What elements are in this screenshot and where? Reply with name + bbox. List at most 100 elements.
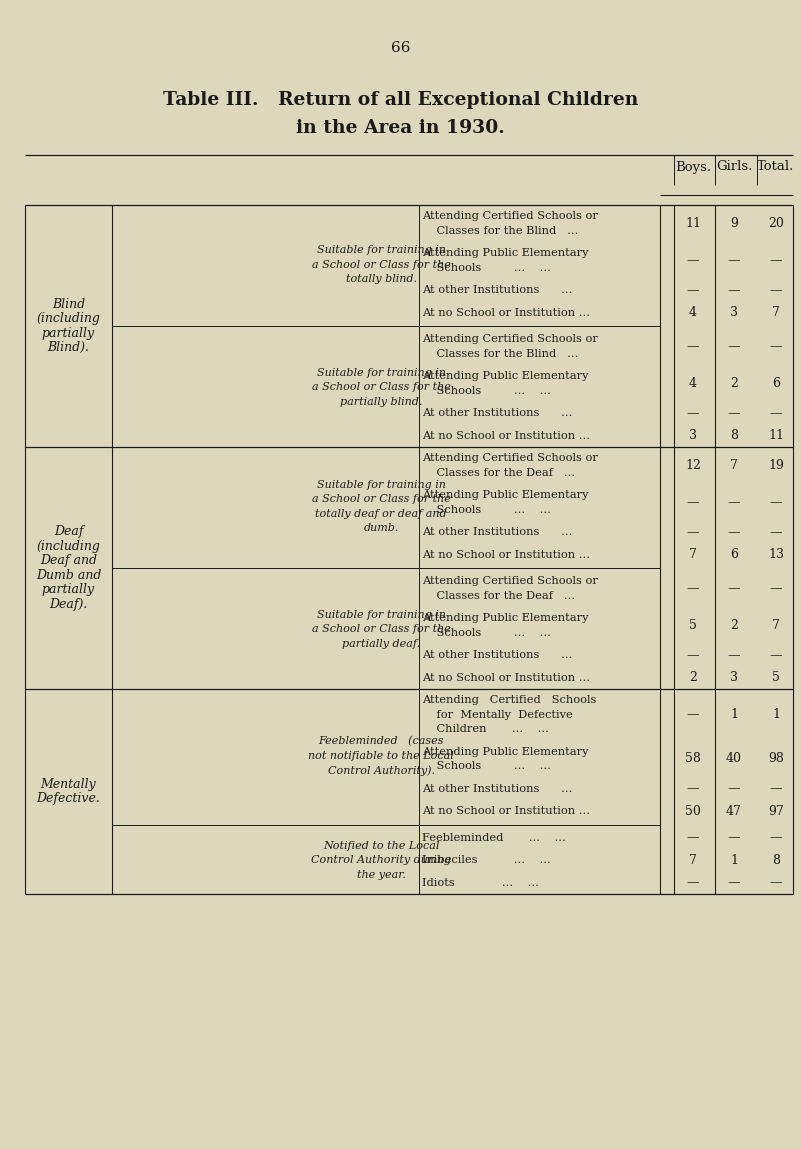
Text: Attending Certified Schools or: Attending Certified Schools or [422, 577, 598, 586]
Text: —: — [728, 831, 740, 845]
Text: 11: 11 [768, 430, 784, 442]
Text: 97: 97 [768, 804, 784, 818]
Text: 3: 3 [689, 430, 697, 442]
Text: 2: 2 [730, 377, 738, 390]
Text: Total.: Total. [757, 161, 795, 173]
Text: Suitable for training in: Suitable for training in [316, 480, 445, 489]
Text: —: — [728, 407, 740, 419]
Text: 8: 8 [772, 854, 780, 866]
Text: Attending Certified Schools or: Attending Certified Schools or [422, 334, 598, 345]
Text: Attending Public Elementary: Attending Public Elementary [422, 747, 589, 757]
Text: 7: 7 [730, 458, 738, 472]
Text: Suitable for training in: Suitable for training in [316, 245, 445, 255]
Text: Schools         ...    ...: Schools ... ... [422, 762, 551, 771]
Text: Attending Certified Schools or: Attending Certified Schools or [422, 453, 598, 463]
Text: At no School or Institution ...: At no School or Institution ... [422, 549, 590, 560]
Text: (including: (including [37, 540, 100, 553]
Text: At other Institutions      ...: At other Institutions ... [422, 650, 573, 661]
Text: 7: 7 [772, 307, 780, 319]
Text: —: — [728, 284, 740, 296]
Text: 47: 47 [726, 804, 742, 818]
Text: (including: (including [37, 313, 100, 325]
Text: Idiots             ...    ...: Idiots ... ... [422, 878, 539, 888]
Text: Mentally: Mentally [41, 778, 96, 791]
Text: Classes for the Deaf   ...: Classes for the Deaf ... [422, 591, 575, 601]
Text: Attending Public Elementary: Attending Public Elementary [422, 491, 589, 500]
Text: Deaf: Deaf [54, 525, 83, 538]
Text: —: — [770, 284, 783, 296]
Text: 12: 12 [685, 458, 701, 472]
Text: 3: 3 [730, 307, 738, 319]
Text: a School or Class for the: a School or Class for the [312, 260, 450, 270]
Text: Classes for the Deaf   ...: Classes for the Deaf ... [422, 468, 575, 478]
Text: —: — [686, 831, 699, 845]
Text: —: — [770, 496, 783, 509]
Text: 7: 7 [772, 619, 780, 632]
Text: Feebleminded   (cases: Feebleminded (cases [318, 737, 444, 747]
Text: 11: 11 [685, 217, 701, 230]
Text: 4: 4 [689, 377, 697, 390]
Text: partially: partially [42, 326, 95, 340]
Text: —: — [686, 708, 699, 722]
Text: Imbeciles          ...    ...: Imbeciles ... ... [422, 855, 551, 865]
Text: 7: 7 [689, 854, 697, 866]
Text: Schools         ...    ...: Schools ... ... [422, 627, 551, 638]
Text: —: — [686, 407, 699, 419]
Text: —: — [686, 782, 699, 795]
Text: in the Area in 1930.: in the Area in 1930. [296, 119, 505, 137]
Text: Suitable for training in: Suitable for training in [316, 368, 445, 378]
Text: —: — [728, 782, 740, 795]
Text: 6: 6 [730, 548, 738, 561]
Text: —: — [728, 254, 740, 267]
Text: 4: 4 [689, 307, 697, 319]
Text: Attending   Certified   Schools: Attending Certified Schools [422, 695, 597, 705]
Text: 1: 1 [730, 854, 738, 866]
Text: 5: 5 [772, 671, 780, 685]
Text: Attending Certified Schools or: Attending Certified Schools or [422, 211, 598, 222]
Text: At no School or Institution ...: At no School or Institution ... [422, 431, 590, 441]
Text: Defective.: Defective. [37, 793, 100, 805]
Text: At no School or Institution ...: At no School or Institution ... [422, 308, 590, 318]
Text: Control Authority).: Control Authority). [328, 765, 434, 776]
Text: 6: 6 [772, 377, 780, 390]
Text: totally blind.: totally blind. [345, 273, 417, 284]
Text: Table III.   Return of all Exceptional Children: Table III. Return of all Exceptional Chi… [163, 91, 638, 109]
Text: —: — [686, 526, 699, 539]
Text: totally deaf or deaf and: totally deaf or deaf and [315, 509, 447, 518]
Text: 2: 2 [689, 671, 697, 685]
Text: 9: 9 [730, 217, 738, 230]
Text: Schools         ...    ...: Schools ... ... [422, 386, 551, 395]
Text: —: — [728, 526, 740, 539]
Text: —: — [728, 877, 740, 889]
Text: partially blind.: partially blind. [340, 398, 422, 407]
Text: At other Institutions      ...: At other Institutions ... [422, 784, 573, 794]
Text: —: — [686, 254, 699, 267]
Text: —: — [728, 649, 740, 662]
Text: Blind).: Blind). [47, 341, 90, 354]
Text: —: — [770, 340, 783, 353]
Text: Schools         ...    ...: Schools ... ... [422, 263, 551, 272]
Text: Attending Public Elementary: Attending Public Elementary [422, 248, 589, 259]
Text: —: — [770, 407, 783, 419]
Text: 3: 3 [730, 671, 738, 685]
Text: Blind: Blind [52, 298, 85, 310]
Text: 1: 1 [730, 708, 738, 722]
Text: At no School or Institution ...: At no School or Institution ... [422, 673, 590, 683]
Text: Boys.: Boys. [675, 161, 711, 173]
Text: —: — [770, 831, 783, 845]
Text: 19: 19 [768, 458, 784, 472]
Text: 13: 13 [768, 548, 784, 561]
Text: Attending Public Elementary: Attending Public Elementary [422, 614, 589, 623]
Text: Schools         ...    ...: Schools ... ... [422, 504, 551, 515]
Text: At other Institutions      ...: At other Institutions ... [422, 527, 573, 538]
Text: —: — [770, 526, 783, 539]
Text: —: — [686, 649, 699, 662]
Text: partially: partially [42, 584, 95, 596]
Text: —: — [728, 496, 740, 509]
Text: partially deaf.: partially deaf. [342, 639, 420, 649]
Text: —: — [770, 782, 783, 795]
Text: —: — [686, 496, 699, 509]
Text: Children       ...    ...: Children ... ... [422, 724, 549, 734]
Text: not notifiable to the Local: not notifiable to the Local [308, 750, 454, 761]
Text: 66: 66 [391, 41, 410, 55]
